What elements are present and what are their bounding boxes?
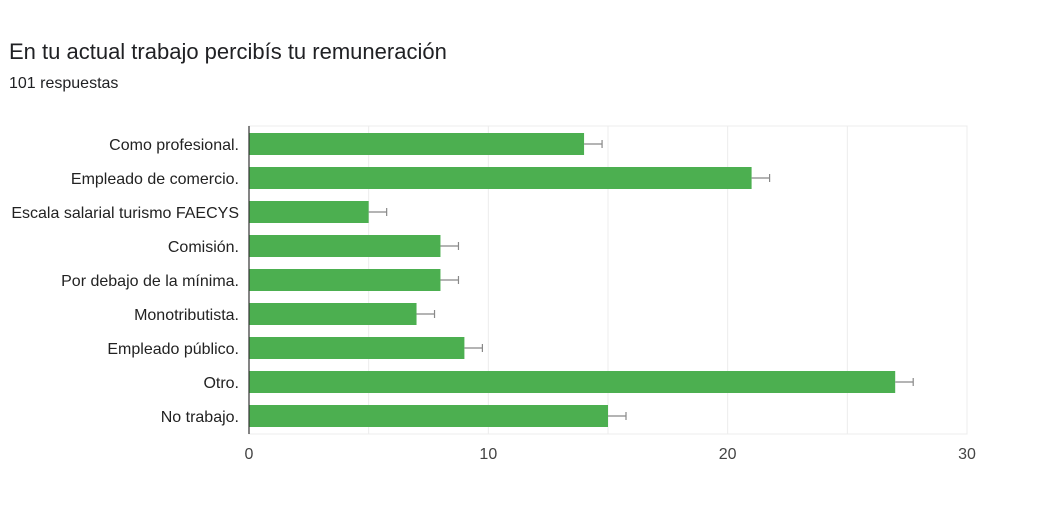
x-tick-label-20: 20 [719,446,737,463]
category-label-6: Empleado público. [107,341,239,358]
bar-6 [249,337,465,359]
category-label-4: Por debajo de la mínima. [61,273,239,290]
x-tick-label-10: 10 [479,446,497,463]
chart-title: En tu actual trabajo percibís tu remuner… [9,39,447,64]
bar-1 [249,167,752,189]
bars [249,133,914,427]
bar-0 [249,133,585,155]
category-label-7: Otro. [203,375,239,392]
category-label-1: Empleado de comercio. [71,171,239,188]
x-tick-label-30: 30 [958,446,976,463]
category-label-2: Escala salarial turismo FAECYS [11,205,239,222]
bar-8 [249,405,608,427]
category-label-5: Monotributista. [134,307,239,324]
x-axis-ticks: 0 10 20 30 [245,446,976,463]
category-label-8: No trabajo. [161,409,239,426]
bar-7 [249,371,896,393]
bar-3 [249,235,441,257]
category-label-3: Comisión. [168,239,239,256]
x-tick-label-0: 0 [245,446,254,463]
bar-5 [249,303,417,325]
category-labels: Como profesional. Empleado de comercio. Es… [11,137,239,426]
response-count: 101 respuestas [9,75,119,92]
bar-2 [249,201,369,223]
bar-4 [249,269,441,291]
category-label-0: Como profesional. [109,137,239,154]
